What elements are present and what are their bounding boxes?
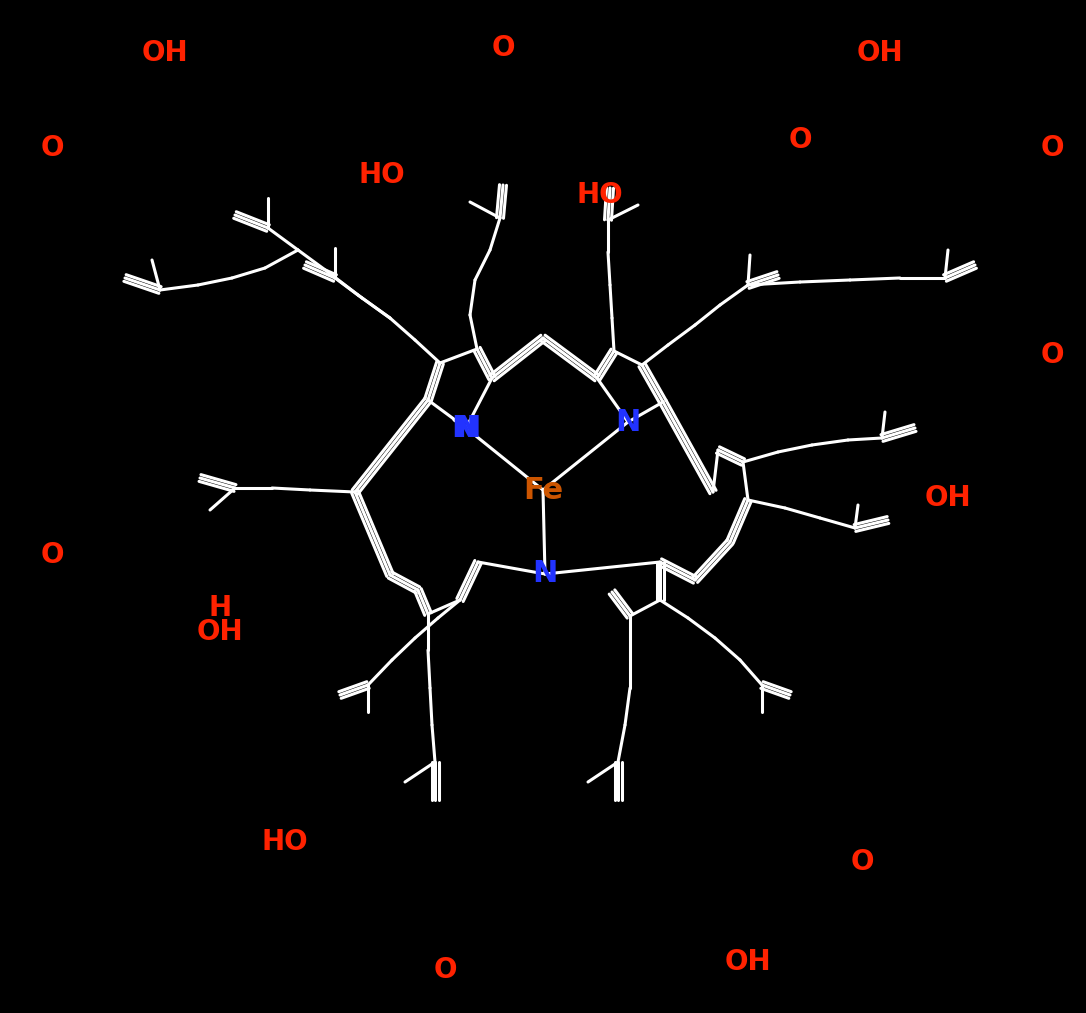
Text: OH: OH <box>924 484 971 512</box>
Text: H: H <box>209 594 231 622</box>
Text: OH: OH <box>197 618 243 646</box>
Text: HO: HO <box>358 161 405 189</box>
Text: HO: HO <box>262 828 308 856</box>
Text: OH: OH <box>141 38 188 67</box>
Text: O: O <box>788 126 811 154</box>
Text: OH: OH <box>857 38 904 67</box>
Text: Fe: Fe <box>523 475 563 504</box>
Text: N: N <box>616 407 641 437</box>
Text: N: N <box>532 559 558 589</box>
Text: OH: OH <box>724 948 771 976</box>
Text: N: N <box>452 413 477 443</box>
Text: N: N <box>455 413 481 443</box>
Text: O: O <box>433 956 457 984</box>
Text: O: O <box>40 541 64 569</box>
Text: O: O <box>40 134 64 162</box>
Text: HO: HO <box>577 181 623 209</box>
Text: O: O <box>1040 341 1064 369</box>
Text: O: O <box>491 34 515 62</box>
Text: O: O <box>850 848 874 876</box>
Text: O: O <box>1040 134 1064 162</box>
